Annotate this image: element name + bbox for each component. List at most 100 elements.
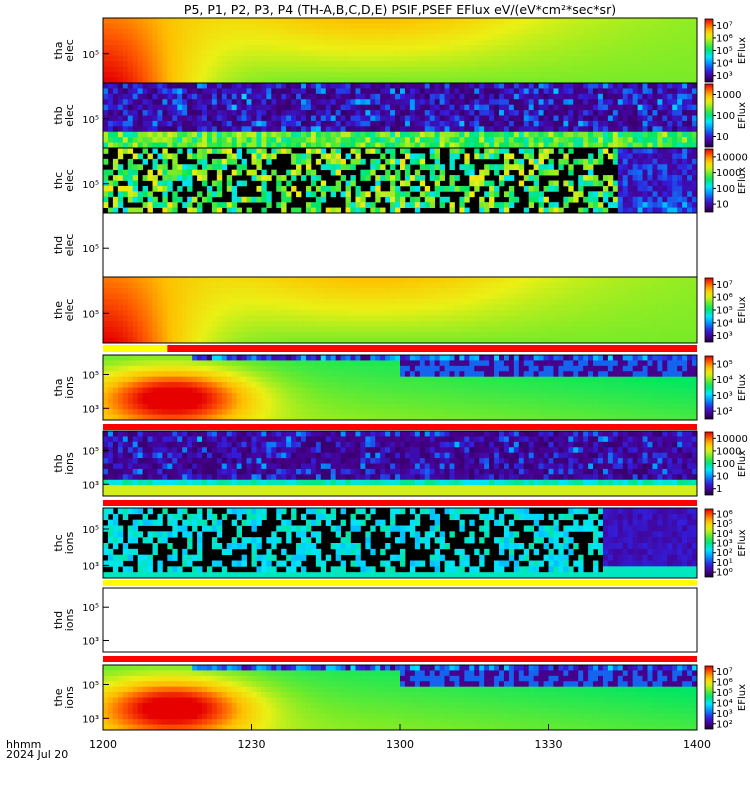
spectrogram-cell [320,83,327,89]
spectrogram-cell [345,23,351,30]
spectrogram-cell [276,175,282,181]
spectrogram-cell [464,191,470,198]
spectrogram-cell [662,164,668,171]
spectrogram-cell [345,110,351,116]
spectrogram-cell [182,299,188,305]
spectrogram-cell [464,34,470,41]
spectrogram-cell [122,120,129,127]
spectrogram-cell [157,288,163,294]
spectrogram-cell [246,66,252,73]
spectrogram-cell [370,115,376,122]
spectrogram-cell [365,88,371,95]
spectrogram-cell [687,45,693,51]
spectrogram-cell [642,99,648,106]
spectrogram-cell [449,115,455,122]
spectrogram-cell [310,175,317,181]
spectrogram-cell [350,61,356,68]
spectrogram-cell [642,126,648,133]
spectrogram-cell [296,45,302,51]
spectrogram-cell [573,293,579,300]
spectrogram-cell [117,66,124,73]
spectrogram-cell [642,55,648,62]
spectrogram-cell [305,169,312,176]
spectrogram-cell [256,126,262,133]
spectrogram-cell [310,55,317,62]
spectrogram-cell [355,202,361,208]
spectrogram-cell [325,131,332,138]
spectrogram-cell [103,337,109,344]
spectrogram-cell [687,126,693,133]
spectrogram-cell [305,158,312,165]
spectrogram-cell [553,110,559,116]
spectrogram-cell [142,158,148,165]
spectrogram-cell [320,142,327,149]
spectrogram-cell [454,282,460,289]
spectrogram-cell [553,104,559,111]
spectrogram-cell [513,34,520,41]
spectrogram-cell [350,88,356,95]
spectrogram-cell [434,34,440,41]
spectrogram-cell [598,72,604,78]
spectrogram-cell [182,175,188,181]
spectrogram-cell [127,55,134,62]
spectrogram-cell [409,196,416,203]
spectrogram-cell [573,196,579,203]
spectrogram-cell [112,207,119,214]
spectrogram-cell [533,83,539,89]
spectrogram-cell [335,169,341,176]
spectrogram-cell [320,304,327,311]
spectrogram-cell [112,175,119,181]
spectrogram-cell [508,337,515,344]
spectrogram-cell [409,202,416,208]
spectrogram-cell [424,326,431,333]
spectrogram-cell [672,191,678,198]
spectrogram-cell [484,93,490,100]
spectrogram-cell [187,72,193,78]
spectrogram-cell [172,164,178,171]
spectrogram-cell [672,126,678,133]
spectrogram-cell [687,66,693,73]
spectrogram-cell [419,277,426,283]
spectrogram-cell [474,304,480,311]
spectrogram-cell [474,131,480,138]
spectrogram-cell [103,83,109,89]
spectrogram-cell [414,185,421,192]
spectrogram-cell [429,99,436,106]
spectrogram-cell [157,104,163,111]
spectrogram-cell [305,142,312,149]
spectrogram-cell [622,164,629,171]
spectrogram-cell [607,99,614,106]
spectrogram-cell [419,282,426,289]
spectrogram-cell [241,39,247,46]
spectrogram-cell [310,288,317,294]
spectrogram-cell [261,185,267,192]
spectrogram-cell [627,169,634,176]
spectrogram-cell [315,50,322,57]
spectrogram-cell [162,99,168,106]
spectrogram-cell [558,310,564,316]
spectrogram-cell [330,153,337,160]
spectrogram-cell [687,164,693,171]
spectrogram-cell [598,93,604,100]
spectrogram-cell [409,28,416,35]
spectrogram-cell [305,202,312,208]
spectrogram-cell [677,185,683,192]
spectrogram-cell [409,332,416,338]
spectrogram-cell [459,332,465,338]
spectrogram-cell [449,153,455,160]
spectrogram-cell [652,50,658,57]
spectrogram-cell [117,299,124,305]
spectrogram-cell [385,332,391,338]
spectrogram-cell [642,175,648,181]
spectrogram-cell [211,158,218,165]
spectrogram-cell [494,142,500,149]
spectrogram-cell [335,39,341,46]
spectrogram-cell [553,332,559,338]
spectrogram-cell [627,185,634,192]
spectrogram-cell [251,288,257,294]
spectrogram-cell [291,18,297,24]
spectrogram-cell [637,104,643,111]
spectrogram-cell [400,55,406,62]
colorbar-label: EFlux [737,37,748,64]
spectrogram-cell [177,185,183,192]
